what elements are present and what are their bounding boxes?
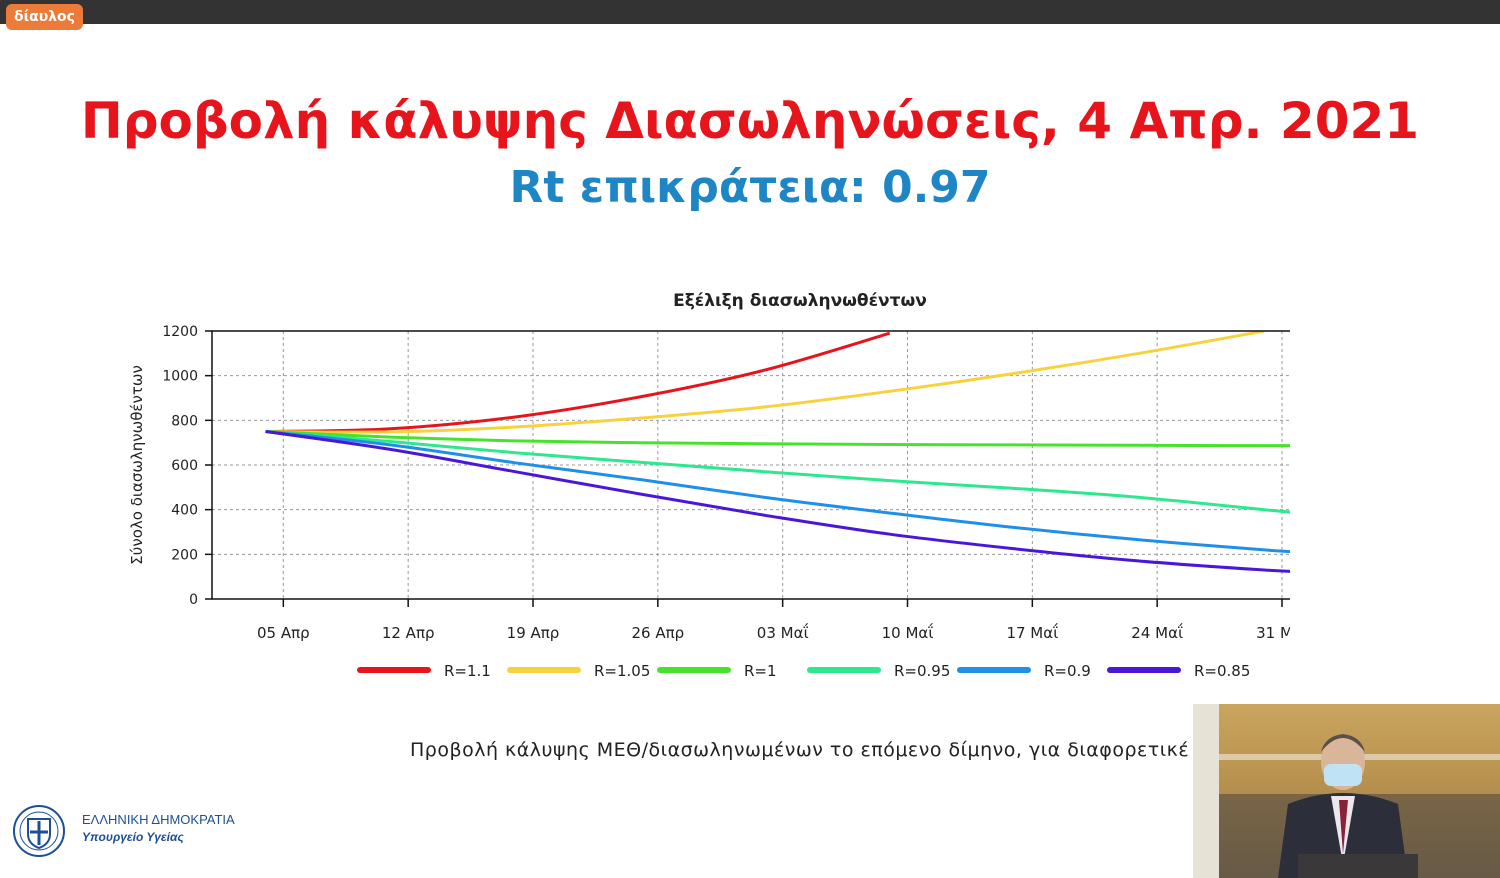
slide-caption: Προβολή κάλυψης ΜΕΘ/διασωληνωμένων το επ… bbox=[410, 739, 1190, 761]
greek-emblem-icon bbox=[13, 805, 65, 857]
legend-label-r-1: R=1 bbox=[744, 662, 777, 680]
x-tick-label: 26 Απρ bbox=[631, 624, 684, 642]
slide-title: Προβολή κάλυψης Διασωληνώσεις, 4 Απρ. 20… bbox=[80, 92, 1420, 150]
app-logo: δίαυλος bbox=[6, 4, 83, 30]
series-line-r-1 bbox=[265, 430, 1290, 448]
axes: 0 200 400 600 800 1000 1200 05 Απρ 12 Απρ 19 Απρ 2… bbox=[162, 324, 1290, 642]
line-chart: Εξέλιξη διασωληνωθέντων 0 200 400 600 800 100… bbox=[128, 291, 1290, 680]
x-tick-label: 12 Απρ bbox=[382, 624, 435, 642]
series-line-r-0-9 bbox=[265, 430, 1290, 554]
chart-title: Εξέλιξη διασωληνωθέντων bbox=[673, 291, 927, 311]
legend-label-r-0-9: R=0.9 bbox=[1044, 662, 1091, 680]
y-tick-label: 800 bbox=[171, 413, 198, 429]
legend: R=1.1 R=1.05 R=1 R=0.95 R=0.9 R=0.85 bbox=[357, 662, 1250, 680]
legend-label-r-1-1: R=1.1 bbox=[444, 662, 491, 680]
y-tick-label: 600 bbox=[171, 458, 198, 474]
x-tick-label: 10 Μαΐ bbox=[882, 622, 934, 642]
series-line-r-0-85 bbox=[265, 430, 1290, 573]
series-lines bbox=[265, 331, 1290, 573]
x-tick-label: 05 Απρ bbox=[257, 624, 310, 642]
org-name: ΕΛΛΗΝΙΚΗ ΔΗΜΟΚΡΑΤΙΑ bbox=[82, 812, 235, 827]
legend-label-r-1-05: R=1.05 bbox=[594, 662, 650, 680]
y-axis-label: Σύνολο διασωληνωθέντων bbox=[128, 365, 146, 565]
series-line-r-1-05 bbox=[265, 331, 1265, 434]
series-line-r-1-1 bbox=[265, 331, 891, 433]
legend-label-r-0-85: R=0.85 bbox=[1194, 662, 1250, 680]
y-tick-label: 1000 bbox=[162, 369, 198, 385]
y-tick-label: 400 bbox=[171, 503, 198, 519]
speaker-figure bbox=[1193, 704, 1500, 878]
x-tick-label: 24 Μαΐ bbox=[1131, 622, 1183, 642]
x-tick-label: 31 Μαΐ bbox=[1256, 622, 1290, 642]
x-tick-label: 19 Απρ bbox=[507, 624, 560, 642]
y-tick-label: 0 bbox=[189, 592, 198, 608]
x-tick-label: 17 Μαΐ bbox=[1006, 622, 1058, 642]
x-tick-label: 03 Μαΐ bbox=[757, 622, 809, 642]
webcam-video bbox=[1193, 704, 1500, 878]
series-line-r-0-95 bbox=[265, 430, 1290, 514]
top-bar bbox=[0, 0, 1500, 24]
slide-subtitle: Rt επικράτεια: 0.97 bbox=[509, 162, 991, 213]
org-department: Υπουργείο Υγείας bbox=[82, 830, 184, 844]
legend-label-r-0-95: R=0.95 bbox=[894, 662, 950, 680]
y-tick-label: 1200 bbox=[162, 324, 198, 340]
y-tick-label: 200 bbox=[171, 547, 198, 563]
